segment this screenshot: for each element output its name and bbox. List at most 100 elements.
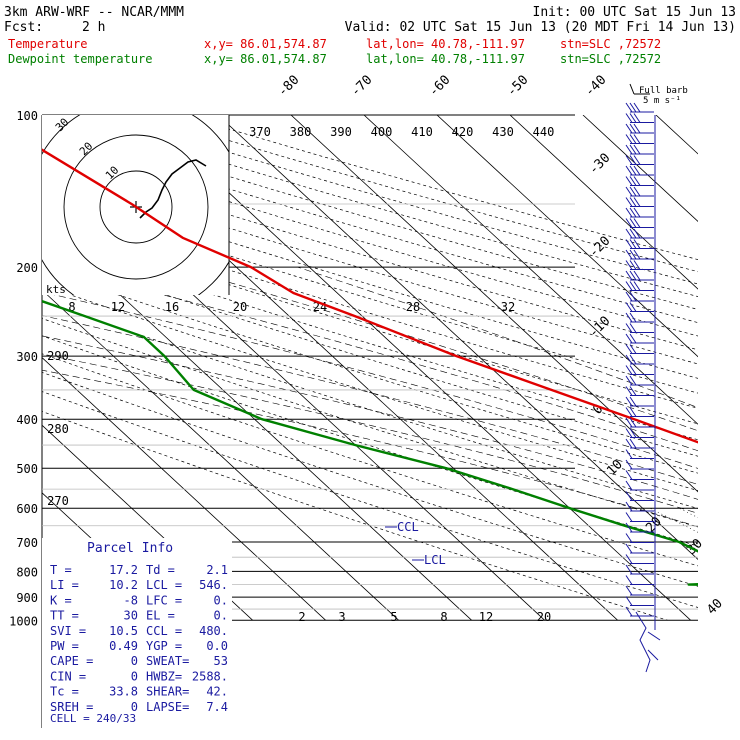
- wind-barb-flag: [629, 302, 637, 312]
- wind-barb: [625, 165, 654, 176]
- parcel-info-box: Parcel Info T = 17.2 Td = 2.1 LI = 10.2 LCL = 5…: [42, 538, 232, 728]
- wind-barb-flag: [625, 438, 633, 449]
- wind-barb-flag: [625, 333, 633, 344]
- wind-barb-flag: [625, 113, 633, 123]
- theta-label: 290: [47, 349, 69, 363]
- parcel-value: -8: [124, 593, 138, 607]
- theta-e-label: 410: [411, 125, 433, 139]
- wind-barb-flag: [633, 155, 641, 165]
- pressure-label-200: 200: [16, 261, 38, 275]
- wind-barb: [625, 323, 654, 333]
- parcel-value: 2.1: [206, 563, 228, 577]
- wind-barb-flag: [625, 218, 633, 228]
- pressure-label-700: 700: [16, 536, 38, 550]
- wind-barb: [625, 417, 654, 428]
- wind-barb: [625, 312, 654, 323]
- parcel-label: PW =: [50, 639, 79, 653]
- mixing-ratio-label: 2: [298, 610, 305, 624]
- theta-e-label: 390: [330, 125, 352, 139]
- theta-label: 270: [47, 494, 69, 508]
- legend-dewpoint-xy: x,y= 86.01,574.87: [204, 52, 327, 66]
- isotherm-label: -80: [275, 73, 302, 100]
- pressure-label-400: 400: [16, 413, 38, 427]
- speed-axis-label: 16: [165, 300, 179, 314]
- forecast-hours: 2 h: [82, 20, 105, 35]
- isotherm-label: -50: [504, 73, 531, 100]
- speed-axis-label: 20: [233, 300, 247, 314]
- wind-barb-flag: [629, 144, 637, 155]
- mixing-ratio-label: 20: [537, 610, 551, 624]
- wind-barb-flag: [625, 165, 633, 176]
- parcel-value: 546.: [199, 578, 228, 592]
- isotherm-label: -70: [348, 73, 375, 100]
- wind-barb-flag: [633, 260, 641, 270]
- wind-barb-flag: [625, 134, 633, 144]
- parcel-label: T =: [50, 563, 72, 577]
- wind-barb-flag: [629, 218, 637, 228]
- parcel-label: SREH =: [50, 700, 93, 714]
- parcel-info-title: Parcel Info: [87, 541, 173, 556]
- parcel-value: 53: [214, 654, 228, 668]
- parcel-label: LFC =: [146, 593, 182, 607]
- wind-barb: [625, 123, 654, 134]
- wind-barb-flag: [625, 543, 633, 554]
- wind-barb: [625, 239, 654, 249]
- legend-dewpoint: Dewpoint temperature x,y= 86.01,574.87 l…: [8, 52, 661, 66]
- isotherm-label: -60: [426, 73, 453, 100]
- wind-barb-flag: [625, 312, 633, 323]
- wind-barb: [625, 606, 654, 617]
- wind-barb-flag: [629, 249, 637, 260]
- mixing-ratio-label: 5: [390, 610, 397, 624]
- wind-barb-flag: [633, 249, 641, 260]
- temperature-profile: [42, 148, 698, 444]
- wind-barb: [625, 459, 654, 470]
- wind-barb: [625, 564, 654, 575]
- wind-barb-flag: [629, 123, 637, 134]
- parcel-label: CCL =: [146, 624, 182, 638]
- wind-barb: [625, 386, 654, 396]
- parcel-value: 33.8: [109, 685, 138, 699]
- wind-barb-flag: [629, 239, 637, 249]
- parcel-label: SHEAR=: [146, 685, 189, 699]
- wind-barb-flag: [629, 428, 637, 438]
- wind-barb-flag: [629, 333, 637, 344]
- wind-barb: [625, 218, 654, 228]
- dewpoint-profile: [42, 299, 698, 586]
- theta-e-label: 400: [371, 125, 393, 139]
- hodograph-ring: [63, 134, 209, 280]
- wind-barb-flag: [625, 375, 633, 386]
- isotherm-label: 40: [704, 596, 726, 618]
- parcel-value: 17.2: [109, 563, 138, 577]
- parcel-label: LI =: [50, 578, 79, 592]
- wind-barb-flag: [629, 312, 637, 323]
- wind-barb-flag: [629, 228, 637, 239]
- wind-barb-flag: [625, 585, 633, 596]
- wind-barb: [625, 501, 654, 512]
- wind-barb-flag: [633, 207, 641, 218]
- wind-barb-flag: [633, 186, 641, 197]
- axis-labels: 100 200 300 400 500 600 700 800 900 1000 -80 -70 -60…: [9, 73, 726, 629]
- wind-barb-flag: [629, 186, 637, 197]
- hodograph-trace: [139, 159, 207, 219]
- wind-barb-flag: [629, 207, 637, 218]
- wind-barb: [625, 186, 654, 197]
- wind-barb-flag: [629, 354, 637, 365]
- legend-temperature-xy: x,y= 86.01,574.87: [204, 37, 327, 51]
- wind-barb: [625, 470, 654, 480]
- wind-barb-flag: [629, 407, 637, 417]
- parcel-value: 10.2: [109, 578, 138, 592]
- wind-barb-flag: [629, 417, 637, 428]
- theta-e-label: 430: [492, 125, 514, 139]
- theta-e-label: 420: [452, 125, 474, 139]
- wind-barb: [625, 228, 654, 239]
- wind-barb-flag: [625, 291, 633, 302]
- parcel-label: LAPSE=: [146, 700, 189, 714]
- wind-barb-flag: [633, 228, 641, 239]
- wind-barb: [625, 585, 654, 596]
- wind-barb-flag: [633, 176, 641, 186]
- wind-barb: [625, 480, 654, 491]
- wind-barb-flag: [625, 207, 633, 218]
- speed-axis-label: 28: [406, 300, 420, 314]
- wind-barb-flag: [625, 396, 633, 407]
